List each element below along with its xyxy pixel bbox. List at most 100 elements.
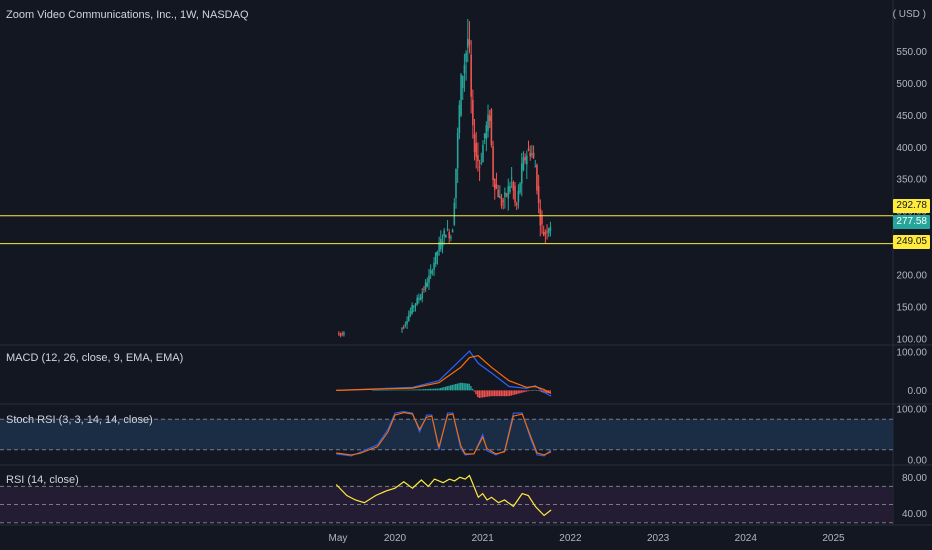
macd-histogram-bar bbox=[508, 390, 511, 396]
candle-body bbox=[448, 232, 451, 239]
macd-label[interactable]: MACD (12, 26, close, 9, EMA, EMA) bbox=[6, 352, 184, 364]
macd-histogram-bar bbox=[416, 389, 418, 391]
time-tick-label: 2025 bbox=[822, 533, 845, 544]
candle-body bbox=[421, 292, 424, 299]
candle-body bbox=[482, 144, 484, 163]
candle-body bbox=[542, 231, 545, 236]
macd-histogram-bar bbox=[463, 383, 465, 391]
macd-histogram-bar bbox=[387, 389, 389, 391]
time-tick-label: 2023 bbox=[647, 533, 670, 544]
macd-histogram-bar bbox=[404, 389, 406, 391]
candle-body bbox=[547, 228, 550, 234]
candle-body bbox=[458, 105, 461, 133]
price-pane[interactable] bbox=[338, 19, 552, 338]
candle-body bbox=[499, 195, 501, 199]
candle-body bbox=[411, 305, 413, 314]
candle-body bbox=[473, 133, 476, 152]
price-tick-label: 550.00 bbox=[896, 47, 927, 58]
candle-body bbox=[434, 252, 437, 264]
macd-histogram-bar bbox=[483, 390, 486, 398]
time-tick-label: May bbox=[329, 533, 348, 544]
candle-body bbox=[413, 306, 415, 308]
macd-signal-line bbox=[336, 355, 552, 395]
candle-body bbox=[401, 328, 403, 330]
candle-body bbox=[487, 114, 489, 131]
macd-histogram-bar bbox=[507, 390, 509, 397]
macd-tick-label: 0.00 bbox=[908, 386, 928, 397]
macd-histogram-bar bbox=[517, 390, 519, 394]
rsi-tick-label: 40.00 bbox=[902, 509, 927, 520]
time-tick-label: 2021 bbox=[472, 533, 495, 544]
macd-histogram-bar bbox=[466, 383, 469, 391]
macd-histogram-bar bbox=[470, 386, 472, 391]
price-tick-label: 200.00 bbox=[896, 270, 927, 281]
candle-body bbox=[461, 75, 464, 89]
macd-histogram-bar bbox=[372, 389, 374, 391]
candle-body bbox=[436, 251, 439, 256]
price-tick-label: 450.00 bbox=[896, 111, 927, 122]
lower-level-tag[interactable]: 249.05 bbox=[893, 235, 930, 249]
macd-histogram-bar bbox=[438, 388, 440, 391]
horizontal-levels[interactable] bbox=[0, 215, 893, 245]
macd-histogram-bar bbox=[544, 390, 546, 394]
macd-histogram-bar bbox=[519, 390, 521, 394]
candle-body bbox=[526, 155, 528, 165]
candle-body bbox=[536, 164, 538, 191]
candle-body bbox=[509, 186, 511, 192]
candle-body bbox=[455, 168, 457, 199]
macd-histogram-bar bbox=[465, 383, 467, 391]
macd-histogram-bar bbox=[492, 390, 494, 397]
candle-body bbox=[416, 297, 418, 305]
macd-pane[interactable] bbox=[336, 350, 552, 398]
last-price-tag[interactable]: 277.58 bbox=[893, 215, 930, 229]
rsi-pane[interactable] bbox=[335, 474, 552, 517]
time-tick-label: 2020 bbox=[384, 533, 407, 544]
macd-histogram-bar bbox=[549, 390, 551, 394]
stoch-tick-label: 0.00 bbox=[908, 456, 928, 467]
rsi-tick-label: 80.00 bbox=[902, 473, 927, 484]
candle-body bbox=[453, 202, 456, 225]
macd-histogram-bar bbox=[525, 390, 528, 392]
candle-body bbox=[500, 198, 503, 207]
macd-histogram-bar bbox=[402, 389, 405, 391]
stoch-band-fill bbox=[0, 419, 893, 450]
time-tick-label: 2022 bbox=[559, 533, 582, 544]
macd-histogram-bar bbox=[510, 390, 513, 396]
candle-body bbox=[520, 163, 523, 184]
candle-body bbox=[338, 333, 340, 335]
candle-body bbox=[478, 166, 481, 168]
stoch-k-line bbox=[336, 411, 552, 457]
candle-body bbox=[460, 74, 462, 116]
price-tick-label: 350.00 bbox=[896, 175, 927, 186]
candle-body bbox=[456, 132, 459, 169]
macd-histogram-bar bbox=[441, 387, 443, 391]
candle-body bbox=[472, 99, 474, 126]
candle-body bbox=[483, 133, 486, 138]
candle-body bbox=[409, 311, 412, 316]
macd-histogram-bar bbox=[374, 389, 376, 391]
macd-histogram-bar bbox=[520, 390, 523, 393]
macd-histogram-bar bbox=[380, 389, 383, 391]
candle-body bbox=[446, 228, 449, 230]
candle-body bbox=[451, 230, 454, 233]
macd-histogram-bar bbox=[512, 390, 514, 396]
candle-body bbox=[468, 39, 471, 45]
candle-body bbox=[480, 162, 483, 164]
candle-body bbox=[433, 262, 435, 270]
macd-histogram-bar bbox=[529, 390, 531, 391]
stoch-rsi-pane[interactable] bbox=[336, 411, 552, 457]
macd-histogram-bar bbox=[493, 390, 496, 397]
upper-level-tag[interactable]: 292.78 bbox=[893, 199, 930, 213]
macd-histogram-bar bbox=[473, 390, 475, 392]
macd-histogram-bar bbox=[444, 386, 447, 391]
candle-body bbox=[527, 148, 530, 151]
stoch-rsi-label[interactable]: Stoch RSI (3, 3, 14, 14, close) bbox=[6, 414, 153, 426]
candle-body bbox=[445, 235, 447, 238]
macd-histogram-bar bbox=[535, 390, 538, 391]
candle-body bbox=[443, 230, 445, 237]
price-tick-label: 500.00 bbox=[896, 79, 927, 90]
rsi-label[interactable]: RSI (14, close) bbox=[6, 474, 79, 486]
macd-histogram-bar bbox=[476, 390, 479, 397]
candle-body bbox=[463, 64, 466, 74]
macd-histogram-bar bbox=[385, 389, 388, 391]
